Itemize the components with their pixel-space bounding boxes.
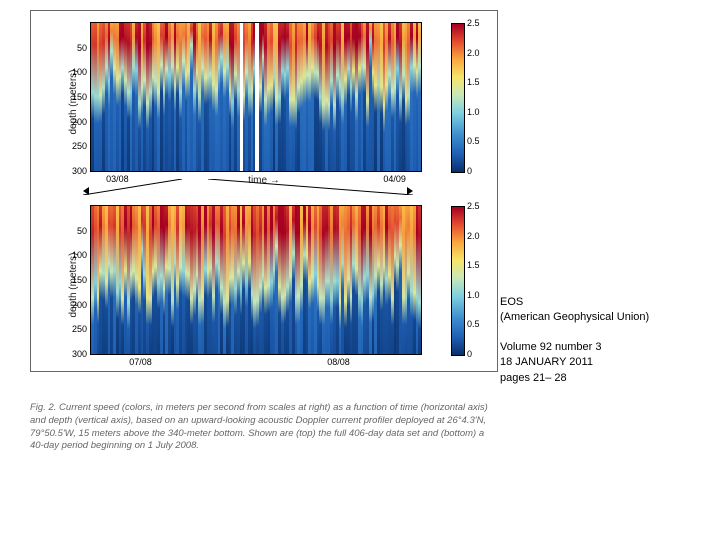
figure-caption: Fig. 2. Current speed (colors, in meters…	[30, 402, 490, 453]
citation-block: EOS (American Geophysical Union) Volume …	[500, 295, 649, 386]
citation-date: 18 JANUARY 2011	[500, 355, 649, 370]
xtick: 03/08	[106, 174, 129, 184]
panel-bottom: depth (meters) 50100150200250300 00.51.0…	[39, 202, 489, 367]
yticks-bottom: 50100150200250300	[69, 206, 89, 354]
colorbar-ticks-top: 00.51.01.52.02.5	[467, 23, 489, 171]
xticks-bottom: 07/08 08/08	[91, 357, 421, 369]
yticks-top: 50100150200250300	[69, 23, 89, 171]
caption-text: Current speed (colors, in meters per sec…	[30, 402, 488, 451]
citation-volume: Volume 92 number 3	[500, 340, 649, 355]
panel-top: depth (meters) 50100150200250300 00.51.0…	[39, 19, 489, 184]
xtick: 08/08	[327, 357, 350, 367]
colorbar-bottom	[451, 206, 465, 356]
figure-container: depth (meters) 50100150200250300 00.51.0…	[30, 10, 498, 372]
citation-journal: EOS	[500, 295, 649, 310]
heatmap-bottom	[91, 206, 421, 354]
citation-pages: pages 21– 28	[500, 371, 649, 386]
xlabel-time: time →	[248, 175, 280, 186]
caption-prefix: Fig. 2.	[30, 402, 56, 413]
colorbar-top	[451, 23, 465, 173]
xtick: 07/08	[129, 357, 152, 367]
xtick: 04/09	[383, 174, 406, 184]
heatmap-top	[91, 23, 421, 171]
citation-org: (American Geophysical Union)	[500, 310, 649, 325]
colorbar-ticks-bottom: 00.51.01.52.02.5	[467, 206, 489, 354]
